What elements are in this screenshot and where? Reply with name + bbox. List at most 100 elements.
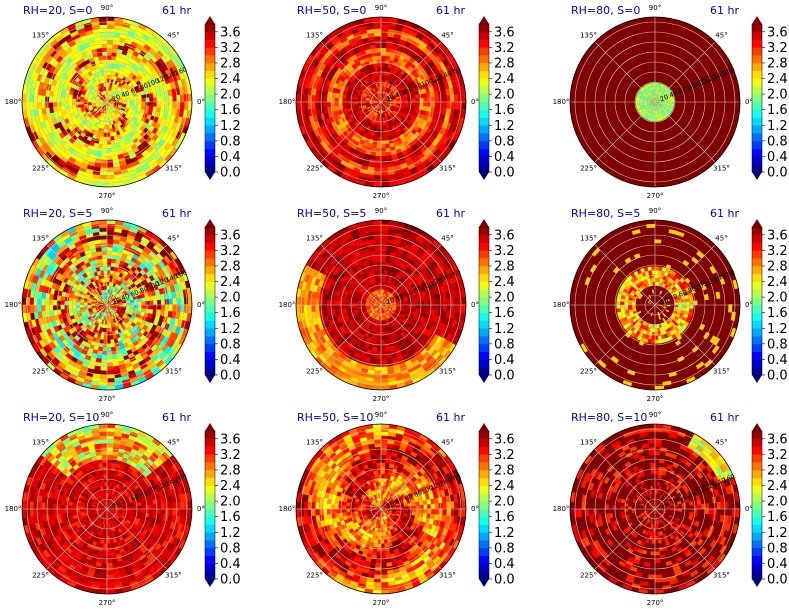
- heatmap-cell: [85, 130, 91, 137]
- heatmap-cell: [651, 94, 654, 99]
- heatmap-cell: [97, 147, 103, 153]
- heatmap-cell: [83, 119, 89, 125]
- heatmap-cell: [97, 313, 101, 318]
- heatmap-cell: [121, 96, 126, 99]
- colorbar-outline: [204, 23, 216, 173]
- heatmap-cell: [122, 304, 127, 307]
- heatmap-cell: [385, 87, 389, 92]
- heatmap-cell: [432, 112, 438, 119]
- heatmap-cell: [171, 107, 177, 116]
- heatmap-cell: [448, 122, 456, 132]
- heatmap-cell: [424, 44, 433, 53]
- heatmap-cell: [395, 309, 400, 313]
- heatmap-cell: [50, 112, 56, 120]
- heatmap-cell: [369, 109, 373, 114]
- heatmap-cell: [299, 125, 307, 136]
- heatmap-cell: [393, 312, 399, 316]
- heatmap-cell: [50, 315, 56, 323]
- heatmap-cell: [376, 63, 381, 68]
- colorbar-segment: [205, 109, 215, 118]
- heatmap-cell: [157, 57, 165, 66]
- heatmap-cell: [377, 102, 381, 104]
- heatmap-cell: [146, 286, 152, 293]
- colorbar-segment: [205, 86, 215, 95]
- heatmap-cell: [100, 104, 105, 107]
- heatmap-cell: [315, 61, 324, 70]
- heatmap-cell: [316, 52, 325, 62]
- heatmap-cell: [366, 134, 372, 140]
- heatmap-cell: [174, 122, 182, 132]
- heatmap-cell: [662, 97, 667, 100]
- colorbar-extend-top: [479, 16, 489, 24]
- heatmap-cell: [38, 317, 45, 326]
- heatmap-cell: [87, 118, 93, 124]
- heatmap-cell: [401, 27, 411, 35]
- heatmap-cell: [404, 79, 410, 85]
- heatmap-cell: [108, 312, 111, 317]
- heatmap-cell: [126, 365, 135, 372]
- heatmap-cell: [102, 148, 108, 153]
- heatmap-cell: [74, 379, 85, 387]
- heatmap-cell: [657, 91, 661, 96]
- heatmap-cell: [344, 153, 353, 161]
- heatmap-cell: [25, 94, 31, 103]
- heatmap-cell: [91, 104, 96, 107]
- heatmap-cell: [65, 352, 74, 360]
- heatmap-cell: [389, 325, 394, 330]
- heatmap-cell: [365, 307, 370, 310]
- heatmap-cell: [158, 84, 164, 92]
- heatmap-cell: [68, 297, 73, 302]
- heatmap-cell: [53, 86, 59, 93]
- heatmap-cell: [89, 248, 97, 254]
- heatmap-cell: [393, 33, 402, 40]
- heatmap-cell: [87, 76, 92, 82]
- heatmap-cell: [119, 91, 125, 95]
- heatmap-cell: [373, 319, 377, 324]
- heatmap-cell: [160, 304, 165, 311]
- heatmap-cell: [364, 181, 374, 187]
- heatmap-cell: [82, 123, 88, 130]
- colorbar-tick-label: 2.8: [767, 56, 788, 71]
- heatmap-cell: [61, 270, 69, 278]
- heatmap-cell: [376, 298, 379, 303]
- heatmap-cell: [373, 67, 378, 72]
- heatmap-cell: [128, 247, 137, 254]
- heatmap-cell: [106, 277, 110, 282]
- heatmap-cell: [369, 102, 374, 105]
- heatmap-cell: [132, 33, 142, 41]
- heatmap-cell: [370, 110, 374, 115]
- heatmap-cell: [103, 303, 107, 305]
- heatmap-cell: [372, 24, 381, 30]
- panel-time-label: 61 hr: [162, 4, 191, 17]
- heatmap-cell: [639, 104, 644, 107]
- heatmap-cell: [340, 140, 348, 148]
- heatmap-cell: [77, 356, 86, 363]
- heatmap-cell: [383, 300, 388, 303]
- heatmap-cell: [392, 301, 397, 304]
- heatmap-cell: [38, 67, 46, 77]
- heatmap-cell: [378, 308, 381, 313]
- heatmap-cell: [396, 122, 401, 128]
- heatmap-cell: [384, 302, 389, 305]
- heatmap-cell: [662, 114, 666, 120]
- heatmap-cell: [108, 297, 111, 302]
- colorbar-segment: [752, 39, 762, 48]
- heatmap-cell: [418, 26, 429, 35]
- heatmap-cell: [419, 97, 424, 102]
- heatmap-cell: [61, 88, 67, 95]
- heatmap-cell: [643, 99, 648, 102]
- heatmap-cell: [343, 87, 349, 93]
- angle-tick-label: 90°: [101, 207, 113, 215]
- heatmap-cell: [388, 301, 393, 304]
- heatmap-cell: [119, 236, 128, 243]
- heatmap-cell: [663, 108, 668, 112]
- heatmap-cell: [443, 47, 452, 57]
- heatmap-cell: [366, 106, 371, 110]
- heatmap-cell: [662, 99, 667, 102]
- heatmap-cell: [133, 280, 140, 286]
- heatmap-cell: [116, 267, 122, 273]
- heatmap-cell: [161, 335, 169, 344]
- heatmap-cell: [373, 306, 378, 309]
- heatmap-cell: [299, 94, 305, 103]
- heatmap-cell: [52, 339, 60, 348]
